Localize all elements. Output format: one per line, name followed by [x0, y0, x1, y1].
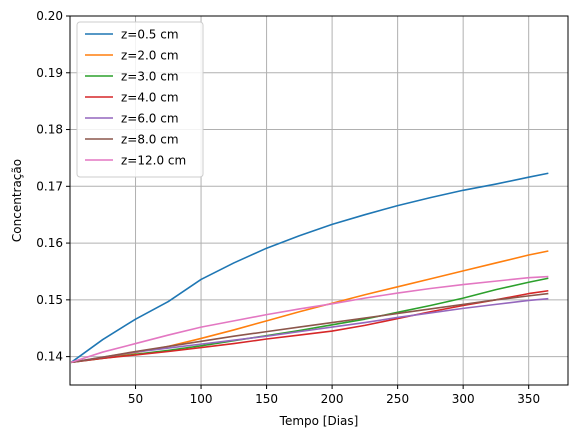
series-line [71, 292, 549, 364]
y-tick-label: 0.15 [36, 293, 63, 307]
y-tick-label: 0.19 [36, 66, 63, 80]
series-line [71, 275, 549, 364]
plot-frame [69, 15, 569, 386]
axis-ticks: 50 100 150 200 250 300 350 0.14 0.15 0.16 0.17 0.18… [36, 9, 540, 406]
series-line [71, 297, 549, 364]
x-tick-label: 250 [386, 392, 409, 406]
legend-label: z=0.5 cm [121, 28, 179, 42]
y-tick-label: 0.17 [36, 179, 63, 193]
y-tick-label: 0.18 [36, 123, 63, 137]
series-lines [70, 172, 549, 364]
x-tick-label: 100 [190, 392, 213, 406]
legend-label: z=8.0 cm [121, 133, 179, 147]
x-tick-label: 350 [517, 392, 540, 406]
legend-label: z=12.0 cm [121, 154, 186, 168]
legend-label: z=4.0 cm [121, 91, 179, 105]
legend-label: z=6.0 cm [121, 112, 179, 126]
x-tick-label: 200 [321, 392, 344, 406]
y-tick-label: 0.16 [36, 236, 63, 250]
y-tick-label: 0.14 [36, 350, 63, 364]
y-axis-label: Concentração [10, 159, 24, 242]
series-line [70, 172, 549, 363]
legend: z=0.5 cm z=2.0 cm z=3.0 cm z=4.0 cm z=6.0 cm… [76, 21, 204, 178]
y-tick-label: 0.20 [36, 9, 63, 23]
x-tick-label: 150 [255, 392, 278, 406]
legend-label: z=3.0 cm [121, 70, 179, 84]
legend-label: z=2.0 cm [121, 49, 179, 63]
x-tick-label: 50 [128, 392, 143, 406]
x-axis-label: Tempo [Dias] [279, 414, 359, 428]
series-line [71, 277, 549, 364]
x-tick-label: 300 [452, 392, 475, 406]
